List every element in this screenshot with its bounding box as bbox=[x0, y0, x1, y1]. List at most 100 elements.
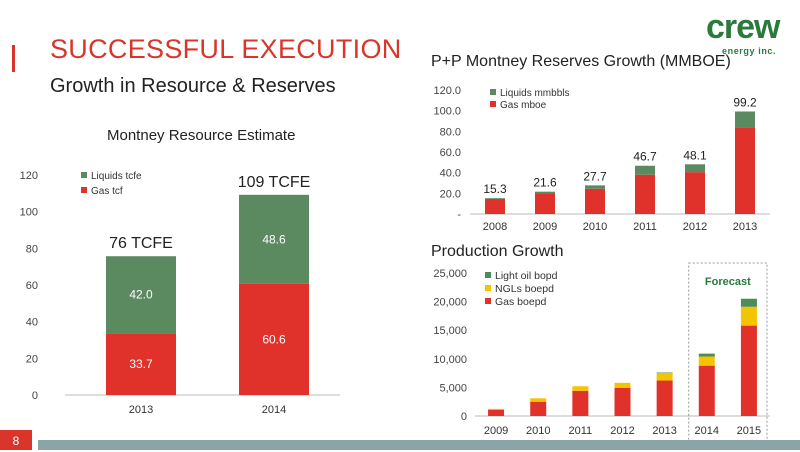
legend-swatch bbox=[81, 172, 87, 178]
y-tick-label: 5,000 bbox=[439, 382, 467, 394]
y-tick-label: 15,000 bbox=[433, 325, 467, 337]
y-tick-label: - bbox=[457, 209, 461, 221]
x-tick-label: 2010 bbox=[583, 221, 607, 233]
y-tick-label: 20,000 bbox=[433, 297, 467, 309]
x-tick-label: 2010 bbox=[526, 425, 550, 437]
bar-segment bbox=[530, 401, 547, 416]
x-tick-label: 2013 bbox=[129, 404, 153, 416]
bar-segment bbox=[572, 386, 589, 391]
x-tick-label: 2015 bbox=[737, 425, 761, 437]
company-logo: crew energy inc. bbox=[706, 8, 792, 60]
bar-total-label: 109 TCFE bbox=[238, 174, 311, 191]
bar-total-label: 99.2 bbox=[733, 95, 757, 109]
bar-segment bbox=[106, 256, 176, 334]
bar-segment bbox=[735, 111, 755, 128]
y-tick-label: 120.0 bbox=[433, 85, 461, 97]
legend-swatch bbox=[81, 187, 87, 193]
y-tick-label: 100 bbox=[20, 207, 38, 219]
resource-chart: 0 20 40 60 80 100 120 33.7 42.0 76 TCFE 2013 60.6 48… bbox=[20, 170, 340, 416]
x-tick-label: 2011 bbox=[633, 221, 657, 233]
x-tick-label: 2013 bbox=[733, 221, 757, 233]
legend-label: Light oil bopd bbox=[495, 270, 558, 282]
legend-label: NGLs boepd bbox=[495, 283, 554, 295]
bar-segment bbox=[635, 165, 655, 175]
y-tick-label: 25,000 bbox=[433, 268, 467, 280]
y-tick-label: 20 bbox=[26, 353, 38, 365]
bar-segment bbox=[572, 390, 589, 416]
bar-total-label: 76 TCFE bbox=[109, 235, 173, 252]
bar-segment bbox=[614, 382, 631, 388]
x-tick-label: 2008 bbox=[483, 221, 507, 233]
resource-chart-title: Montney Resource Estimate bbox=[107, 127, 296, 144]
y-tick-label: 10,000 bbox=[433, 354, 467, 366]
page-number: 8 bbox=[0, 430, 32, 450]
slide-title: SUCCESSFUL EXECUTION bbox=[50, 34, 402, 64]
bar-segment bbox=[488, 409, 505, 416]
y-tick-label: 0 bbox=[461, 411, 467, 423]
bar-segment bbox=[635, 174, 655, 214]
footer-bar bbox=[38, 440, 800, 450]
y-tick-label: 80 bbox=[26, 243, 38, 255]
y-tick-label: 120 bbox=[20, 170, 38, 182]
bar-segment bbox=[485, 198, 505, 200]
x-tick-label: 2011 bbox=[569, 425, 593, 437]
bar-segment bbox=[740, 306, 757, 326]
legend-label: Liquids mmbbls bbox=[500, 88, 569, 99]
y-tick-label: 100.0 bbox=[433, 106, 461, 118]
y-tick-label: 40 bbox=[26, 317, 38, 329]
y-tick-label: 0 bbox=[32, 390, 38, 402]
bar-segment bbox=[485, 199, 505, 214]
production-chart: 0 5,000 10,000 15,000 20,000 25,000 Forecast 20… bbox=[433, 262, 770, 442]
legend-swatch bbox=[485, 272, 491, 278]
segment-value-label: 42.0 bbox=[129, 288, 153, 302]
legend-swatch bbox=[490, 101, 496, 107]
logo-tagline: energy inc. bbox=[722, 46, 777, 56]
bar-total-label: 15.3 bbox=[483, 182, 507, 196]
logo-wordmark: crew bbox=[706, 8, 780, 46]
bar-segment bbox=[685, 172, 705, 214]
legend-label: Gas boepd bbox=[495, 296, 547, 308]
bar-segment bbox=[614, 387, 631, 416]
x-tick-label: 2012 bbox=[610, 425, 634, 437]
reserves-chart-title: P+P Montney Reserves Growth (MMBOE) bbox=[431, 53, 731, 70]
bar-segment bbox=[535, 193, 555, 214]
slide-subtitle: Growth in Resource & Reserves bbox=[50, 75, 336, 97]
bar-segment bbox=[656, 372, 673, 374]
bar-segment bbox=[106, 333, 176, 395]
forecast-annotation: Forecast bbox=[705, 276, 751, 288]
bar-total-label: 46.7 bbox=[633, 150, 657, 164]
bar-segment bbox=[530, 398, 547, 402]
bar-segment bbox=[698, 356, 715, 366]
bar-segment bbox=[585, 188, 605, 214]
bar-segment bbox=[735, 127, 755, 214]
x-tick-label: 2014 bbox=[695, 425, 719, 437]
legend-label: Liquids tcfe bbox=[91, 171, 142, 182]
legend-label: Gas mboe bbox=[500, 100, 547, 111]
x-tick-label: 2009 bbox=[484, 425, 508, 437]
bar-total-label: 21.6 bbox=[533, 176, 557, 190]
legend-swatch bbox=[485, 298, 491, 304]
bar-segment bbox=[740, 298, 757, 307]
y-tick-label: 60.0 bbox=[440, 147, 461, 159]
bar-segment bbox=[740, 325, 757, 416]
x-tick-label: 2014 bbox=[262, 404, 286, 416]
bar-segment bbox=[698, 353, 715, 357]
x-tick-label: 2013 bbox=[652, 425, 676, 437]
bar-total-label: 27.7 bbox=[583, 169, 607, 183]
bar-segment bbox=[488, 408, 505, 410]
bar-segment bbox=[698, 365, 715, 416]
legend-swatch bbox=[490, 89, 496, 95]
segment-value-label: 60.6 bbox=[262, 332, 286, 346]
x-tick-label: 2012 bbox=[683, 221, 707, 233]
legend-label: Gas tcf bbox=[91, 186, 123, 197]
y-tick-label: 60 bbox=[26, 280, 38, 292]
production-chart-title: Production Growth bbox=[431, 243, 564, 260]
y-tick-label: 40.0 bbox=[440, 168, 461, 180]
bar-segment bbox=[685, 164, 705, 173]
y-tick-label: 80.0 bbox=[440, 126, 461, 138]
bar-segment bbox=[656, 380, 673, 416]
y-tick-label: 20.0 bbox=[440, 188, 461, 200]
title-accent-bar bbox=[12, 45, 15, 72]
bar-segment bbox=[239, 283, 309, 395]
reserves-chart: - 20.0 40.0 60.0 80.0 100.0 120.0 15.3 2008 21.6 2… bbox=[433, 85, 770, 233]
